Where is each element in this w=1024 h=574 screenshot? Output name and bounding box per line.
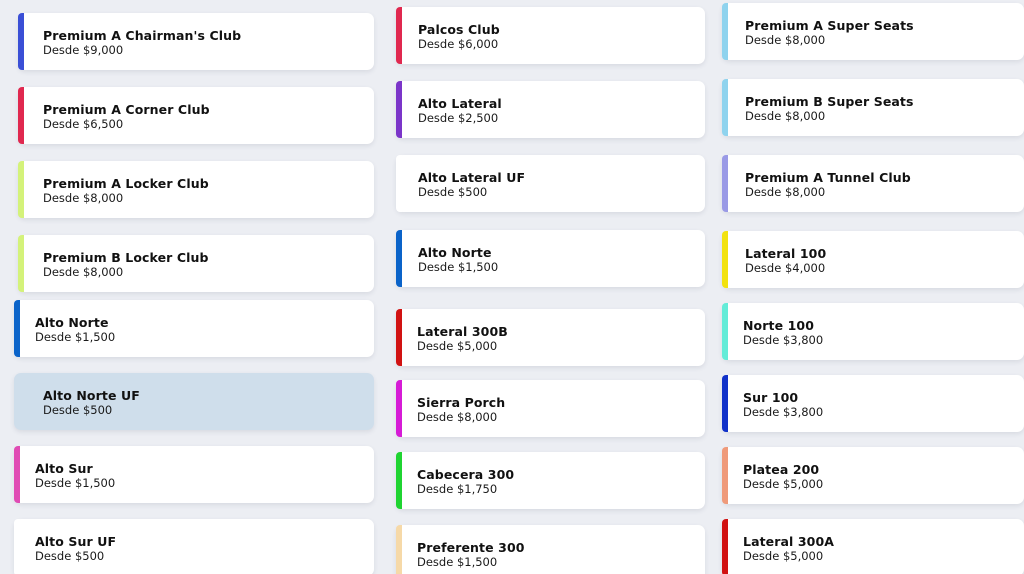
section-card-sierra-porch[interactable]: Sierra Porch Desde $8,000 — [396, 380, 705, 437]
section-price: Desde $5,000 — [743, 477, 824, 491]
section-price: Desde $9,000 — [43, 43, 124, 57]
section-color-bar — [14, 519, 20, 574]
section-card-alto-norte[interactable]: Alto Norte Desde $1,500 — [14, 300, 374, 357]
section-price: Desde $8,000 — [43, 191, 124, 205]
section-name: Lateral 100 — [745, 246, 827, 261]
section-card-alto-sur[interactable]: Alto Sur Desde $1,500 — [14, 446, 374, 503]
section-card-palcos-club[interactable]: Palcos Club Desde $6,000 — [396, 7, 705, 64]
section-price: Desde $1,500 — [35, 330, 116, 344]
section-color-bar — [18, 161, 24, 218]
section-card-premium-a-locker-club[interactable]: Premium A Locker Club Desde $8,000 — [18, 161, 374, 218]
section-price: Desde $8,000 — [745, 109, 826, 123]
section-color-bar — [722, 3, 728, 60]
section-price: Desde $5,000 — [417, 339, 498, 353]
section-price: Desde $1,500 — [417, 555, 498, 569]
section-card-lateral-300a[interactable]: Lateral 300A Desde $5,000 — [722, 519, 1024, 574]
section-color-bar — [396, 380, 402, 437]
section-name: Norte 100 — [743, 318, 815, 333]
section-card-premium-a-tunnel-club[interactable]: Premium A Tunnel Club Desde $8,000 — [722, 155, 1024, 212]
section-price: Desde $6,000 — [418, 37, 499, 51]
section-column-2: Palcos Club Desde $6,000 Alto Lateral Desde… — [396, 0, 705, 574]
section-price: Desde $5,000 — [743, 549, 824, 563]
section-name: Alto Norte — [35, 315, 109, 330]
section-color-bar — [396, 309, 402, 366]
section-price: Desde $1,500 — [35, 476, 116, 490]
section-color-bar — [722, 447, 728, 504]
section-color-bar — [396, 81, 402, 138]
section-name: Alto Sur UF — [35, 534, 117, 549]
section-price: Desde $1,750 — [417, 482, 498, 496]
section-card-alto-lateral[interactable]: Alto Lateral Desde $2,500 — [396, 81, 705, 138]
section-name: Premium A Locker Club — [43, 176, 209, 191]
section-color-bar — [722, 303, 728, 360]
section-price: Desde $3,800 — [743, 333, 824, 347]
section-color-bar — [722, 519, 728, 574]
section-name: Premium A Super Seats — [745, 18, 914, 33]
section-color-bar — [722, 79, 728, 136]
section-column-3: Premium A Super Seats Desde $8,000 Premium… — [722, 0, 1024, 574]
section-name: Platea 200 — [743, 462, 820, 477]
section-price: Desde $8,000 — [417, 410, 498, 424]
section-card-sur-100[interactable]: Sur 100 Desde $3,800 — [722, 375, 1024, 432]
section-card-premium-a-corner-club[interactable]: Premium A Corner Club Desde $6,500 — [18, 87, 374, 144]
section-price: Desde $6,500 — [43, 117, 124, 131]
section-price: Desde $8,000 — [745, 33, 826, 47]
section-card-premium-a-super-seats[interactable]: Premium A Super Seats Desde $8,000 — [722, 3, 1024, 60]
section-color-bar — [722, 375, 728, 432]
section-price: Desde $2,500 — [418, 111, 499, 125]
section-name: Palcos Club — [418, 22, 500, 37]
section-price: Desde $4,000 — [745, 261, 826, 275]
section-column-1: Premium A Chairman's Club Desde $9,000 Pre… — [14, 0, 374, 574]
section-price: Desde $500 — [418, 185, 488, 199]
section-color-bar — [14, 300, 20, 357]
section-price: Desde $8,000 — [745, 185, 826, 199]
section-name: Alto Norte UF — [43, 388, 140, 403]
section-name: Premium B Super Seats — [745, 94, 914, 109]
section-color-bar — [18, 13, 24, 70]
section-price: Desde $500 — [43, 403, 113, 417]
section-name: Premium A Tunnel Club — [745, 170, 911, 185]
section-card-alto-norte-uf[interactable]: Alto Norte UF Desde $500 — [14, 373, 374, 430]
section-name: Premium B Locker Club — [43, 250, 209, 265]
section-color-bar — [18, 235, 24, 292]
section-color-bar — [396, 230, 402, 287]
section-card-alto-lateral-uf[interactable]: Alto Lateral UF Desde $500 — [396, 155, 705, 212]
section-color-bar — [722, 155, 728, 212]
section-price: Desde $500 — [35, 549, 105, 563]
section-card-cabecera-300[interactable]: Cabecera 300 Desde $1,750 — [396, 452, 705, 509]
section-card-lateral-300b[interactable]: Lateral 300B Desde $5,000 — [396, 309, 705, 366]
section-name: Preferente 300 — [417, 540, 525, 555]
section-color-bar — [396, 452, 402, 509]
section-card-alto-sur-uf[interactable]: Alto Sur UF Desde $500 — [14, 519, 374, 574]
section-name: Alto Sur — [35, 461, 93, 476]
section-price: Desde $3,800 — [743, 405, 824, 419]
section-card-platea-200[interactable]: Platea 200 Desde $5,000 — [722, 447, 1024, 504]
section-card-alto-norte[interactable]: Alto Norte Desde $1,500 — [396, 230, 705, 287]
section-name: Lateral 300B — [417, 324, 508, 339]
section-name: Alto Lateral — [418, 96, 502, 111]
section-name: Sur 100 — [743, 390, 799, 405]
section-name: Sierra Porch — [417, 395, 506, 410]
section-card-premium-b-locker-club[interactable]: Premium B Locker Club Desde $8,000 — [18, 235, 374, 292]
section-name: Alto Norte — [418, 245, 492, 260]
section-name: Premium A Chairman's Club — [43, 28, 242, 43]
section-card-preferente-300[interactable]: Preferente 300 Desde $1,500 — [396, 525, 705, 574]
section-color-bar — [14, 446, 20, 503]
section-color-bar — [396, 7, 402, 64]
section-card-premium-b-super-seats[interactable]: Premium B Super Seats Desde $8,000 — [722, 79, 1024, 136]
section-card-norte-100[interactable]: Norte 100 Desde $3,800 — [722, 303, 1024, 360]
section-price: Desde $1,500 — [418, 260, 499, 274]
section-name: Cabecera 300 — [417, 467, 515, 482]
section-price: Desde $8,000 — [43, 265, 124, 279]
section-card-premium-a-chairman-s-club[interactable]: Premium A Chairman's Club Desde $9,000 — [18, 13, 374, 70]
section-name: Premium A Corner Club — [43, 102, 210, 117]
section-color-bar — [396, 525, 402, 574]
section-card-lateral-100[interactable]: Lateral 100 Desde $4,000 — [722, 231, 1024, 288]
section-color-bar — [722, 231, 728, 288]
section-name: Lateral 300A — [743, 534, 835, 549]
section-name: Alto Lateral UF — [418, 170, 526, 185]
section-color-bar — [18, 87, 24, 144]
section-color-bar — [396, 155, 402, 212]
